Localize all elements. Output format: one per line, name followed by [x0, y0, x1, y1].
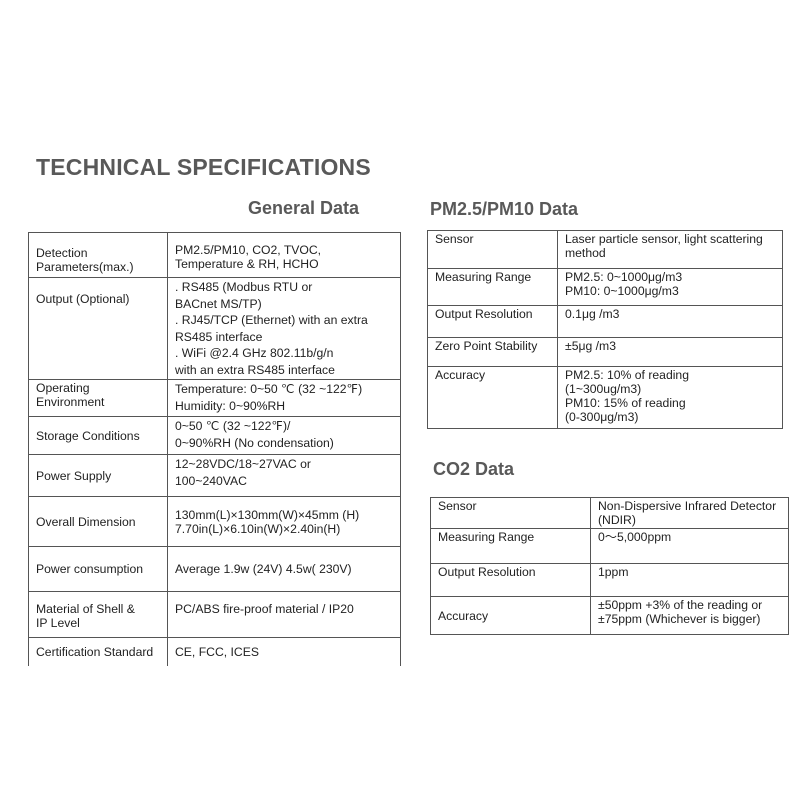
general-data-table: Detection Parameters(max.) PM2.5/PM10, CO…	[28, 232, 401, 666]
row-value: 0.1μg /m3	[557, 305, 783, 338]
row-label: Sensor	[427, 230, 558, 269]
row-value: Temperature: 0~50 ℃ (32 ~122℉) Humidity:…	[167, 379, 401, 417]
row-value: . RS485 (Modbus RTU or BACnet MS/TP) . R…	[167, 277, 401, 380]
row-value: 0～5,000ppm	[590, 528, 789, 564]
row-value: Laser particle sensor, light scattering …	[557, 230, 783, 269]
table-row: Storage Conditions 0~50 ℃ (32 ~122℉)/ 0~9…	[28, 416, 401, 455]
row-value: PM2.5: 0~1000μg/m3 PM10: 0~1000μg/m3	[557, 268, 783, 306]
row-label: Output Resolution	[427, 305, 558, 338]
row-value: 130mm(L)×130mm(W)×45mm (H) 7.70in(L)×6.1…	[167, 496, 401, 547]
general-data-heading: General Data	[248, 198, 360, 218]
pm-data-table: Sensor Laser particle sensor, light scatt…	[427, 230, 783, 429]
row-label: Overall Dimension	[28, 496, 168, 547]
pm-data-heading: PM2.5/PM10 Data	[430, 199, 579, 219]
row-value: 0~50 ℃ (32 ~122℉)/ 0~90%RH (No condensat…	[167, 416, 401, 455]
row-label: Accuracy	[430, 596, 591, 635]
table-row: Overall Dimension 130mm(L)×130mm(W)×45mm …	[28, 496, 401, 547]
row-label: Material of Shell & IP Level	[28, 591, 168, 638]
table-row: Measuring Range PM2.5: 0~1000μg/m3 PM10: …	[427, 268, 783, 306]
row-value: PM2.5: 10% of reading (1~300ug/m3) PM10:…	[557, 366, 783, 429]
row-label: Storage Conditions	[28, 416, 168, 455]
row-value: 1ppm	[590, 563, 789, 597]
table-row: Sensor Non-Dispersive Infrared Detector (…	[430, 497, 789, 529]
row-label: Detection Parameters(max.)	[28, 232, 168, 278]
table-row: Operating Environment Temperature: 0~50 ℃…	[28, 379, 401, 417]
row-value: CE, FCC, ICES	[167, 637, 401, 666]
page-title: TECHNICAL SPECIFICATIONS	[36, 154, 371, 180]
co2-data-heading: CO2 Data	[433, 459, 515, 479]
row-value: Average 1.9w (24V) 4.5w( 230V)	[167, 546, 401, 592]
row-value: Non-Dispersive Infrared Detector (NDIR)	[590, 497, 789, 529]
row-label: Zero Point Stability	[427, 337, 558, 367]
row-label: Operating Environment	[28, 379, 168, 417]
row-value: PM2.5/PM10, CO2, TVOC, Temperature & RH,…	[167, 232, 401, 278]
table-row: Measuring Range 0～5,000ppm	[430, 528, 789, 564]
row-label: Measuring Range	[430, 528, 591, 564]
row-label: Accuracy	[427, 366, 558, 429]
table-row: Sensor Laser particle sensor, light scatt…	[427, 230, 783, 269]
table-row: Zero Point Stability ±5μg /m3	[427, 337, 783, 367]
row-value: PC/ABS fire-proof material / IP20	[167, 591, 401, 638]
row-value: 12~28VDC/18~27VAC or 100~240VAC	[167, 454, 401, 497]
table-row: Material of Shell & IP Level PC/ABS fire-…	[28, 591, 401, 638]
table-row: Power consumption Average 1.9w (24V) 4.5w…	[28, 546, 401, 592]
row-label: Sensor	[430, 497, 591, 529]
row-label: Measuring Range	[427, 268, 558, 306]
row-label: Output (Optional)	[28, 277, 168, 380]
row-label: Certification Standard	[28, 637, 168, 666]
table-row: Power Supply 12~28VDC/18~27VAC or 100~240…	[28, 454, 401, 497]
table-row: Output (Optional). RS485 (Modbus RTU or …	[28, 277, 401, 380]
table-row: Certification Standard CE, FCC, ICES	[28, 637, 401, 666]
table-row: Output Resolution 0.1μg /m3	[427, 305, 783, 338]
row-value: ±5μg /m3	[557, 337, 783, 367]
row-label: Output Resolution	[430, 563, 591, 597]
row-value: ±50ppm +3% of the reading or ±75ppm (Whi…	[590, 596, 789, 635]
co2-data-table: Sensor Non-Dispersive Infrared Detector (…	[430, 497, 789, 635]
table-row: Detection Parameters(max.) PM2.5/PM10, CO…	[28, 232, 401, 278]
row-label: Power consumption	[28, 546, 168, 592]
table-row: Output Resolution 1ppm	[430, 563, 789, 597]
table-row: Accuracy PM2.5: 10% of reading (1~300ug/m…	[427, 366, 783, 429]
table-row: Accuracy ±50ppm +3% of the reading or ±75…	[430, 596, 789, 635]
row-label: Power Supply	[28, 454, 168, 497]
